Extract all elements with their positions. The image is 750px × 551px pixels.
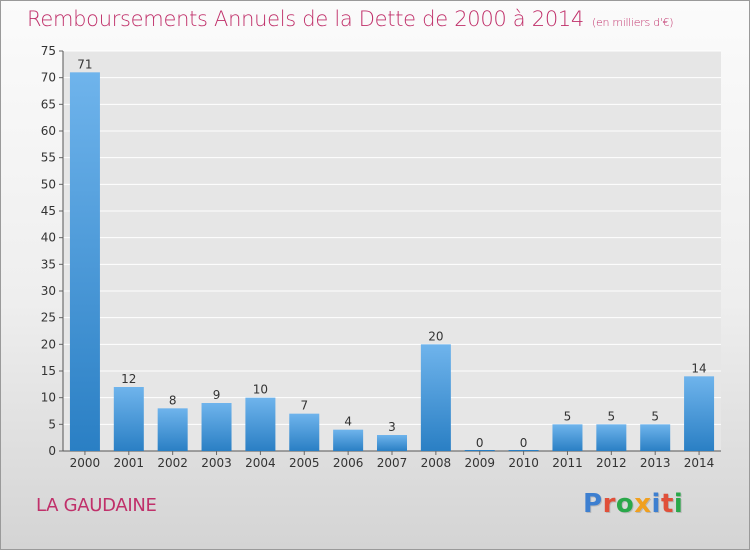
bar [508, 450, 539, 451]
chart-title: Remboursements Annuels de la Dette de 20… [27, 7, 673, 31]
logo-letter: x [634, 489, 652, 519]
x-tick-label: 2006 [333, 456, 364, 470]
proxiti-logo: Proxiti [583, 489, 683, 519]
data-label: 0 [476, 436, 484, 450]
y-tick-label: 70 [41, 71, 56, 85]
x-tick-label: 2007 [377, 456, 408, 470]
y-tick-label: 50 [41, 177, 56, 191]
x-tick-label: 2004 [245, 456, 276, 470]
y-tick-label: 20 [41, 337, 56, 351]
logo-letter: o [615, 489, 635, 519]
data-label: 7 [300, 399, 308, 413]
y-tick-label: 35 [41, 257, 56, 271]
bar [69, 72, 100, 451]
y-tick-label: 15 [41, 364, 56, 378]
x-tick-label: 2002 [157, 456, 188, 470]
y-tick-label: 30 [41, 284, 56, 298]
x-tick-label: 2005 [289, 456, 320, 470]
data-label: 8 [169, 393, 177, 407]
data-label: 4 [344, 415, 352, 429]
x-tick-label: 2003 [201, 456, 232, 470]
y-tick-label: 55 [41, 151, 56, 165]
logo-letter: r [602, 489, 616, 519]
commune-name: LA GAUDAINE [36, 495, 157, 516]
y-tick-label: 40 [41, 231, 56, 245]
y-tick-label: 5 [48, 417, 56, 431]
x-tick-label: 2009 [464, 456, 495, 470]
y-tick-label: 45 [41, 204, 56, 218]
x-tick-label: 2010 [508, 456, 539, 470]
bar [377, 435, 407, 451]
data-label: 12 [121, 372, 136, 386]
x-tick-label: 2008 [421, 456, 452, 470]
y-tick-label: 75 [41, 44, 56, 58]
chart-unit: (en milliers d'€) [592, 16, 674, 29]
bar [684, 376, 715, 451]
x-tick-label: 2011 [552, 456, 583, 470]
bar [464, 450, 495, 451]
data-label: 3 [388, 420, 396, 434]
data-label: 9 [213, 388, 221, 402]
bar [113, 387, 144, 451]
x-tick-label: 2012 [596, 456, 627, 470]
data-label: 5 [564, 409, 572, 423]
data-label: 0 [520, 436, 528, 450]
bar [201, 403, 232, 451]
bar [420, 344, 451, 451]
chart-title-text: Remboursements Annuels de la Dette de 20… [27, 7, 584, 31]
bar [245, 397, 276, 451]
x-tick-label: 2014 [684, 456, 715, 470]
y-tick-label: 25 [41, 311, 56, 325]
data-label: 10 [253, 383, 268, 397]
bar [596, 424, 627, 451]
bar [157, 408, 188, 451]
logo-letter: i [673, 489, 684, 519]
x-tick-label: 2013 [640, 456, 671, 470]
y-tick-label: 0 [48, 444, 56, 458]
y-tick-label: 60 [41, 124, 56, 138]
bar [640, 424, 671, 451]
logo-letter: i [651, 489, 661, 519]
bar [289, 413, 320, 451]
x-tick-label: 2001 [114, 456, 145, 470]
logo-letter: t [660, 489, 674, 519]
data-label: 5 [651, 409, 659, 423]
plot-area [63, 51, 721, 451]
bar [552, 424, 583, 451]
data-label: 20 [428, 329, 443, 343]
data-label: 5 [608, 409, 616, 423]
y-tick-label: 65 [41, 97, 56, 111]
y-tick-label: 10 [41, 391, 56, 405]
x-tick-label: 2000 [70, 456, 101, 470]
bar [333, 429, 364, 451]
logo-letter: P [583, 489, 603, 519]
data-label: 71 [77, 57, 92, 71]
data-label: 14 [691, 361, 706, 375]
